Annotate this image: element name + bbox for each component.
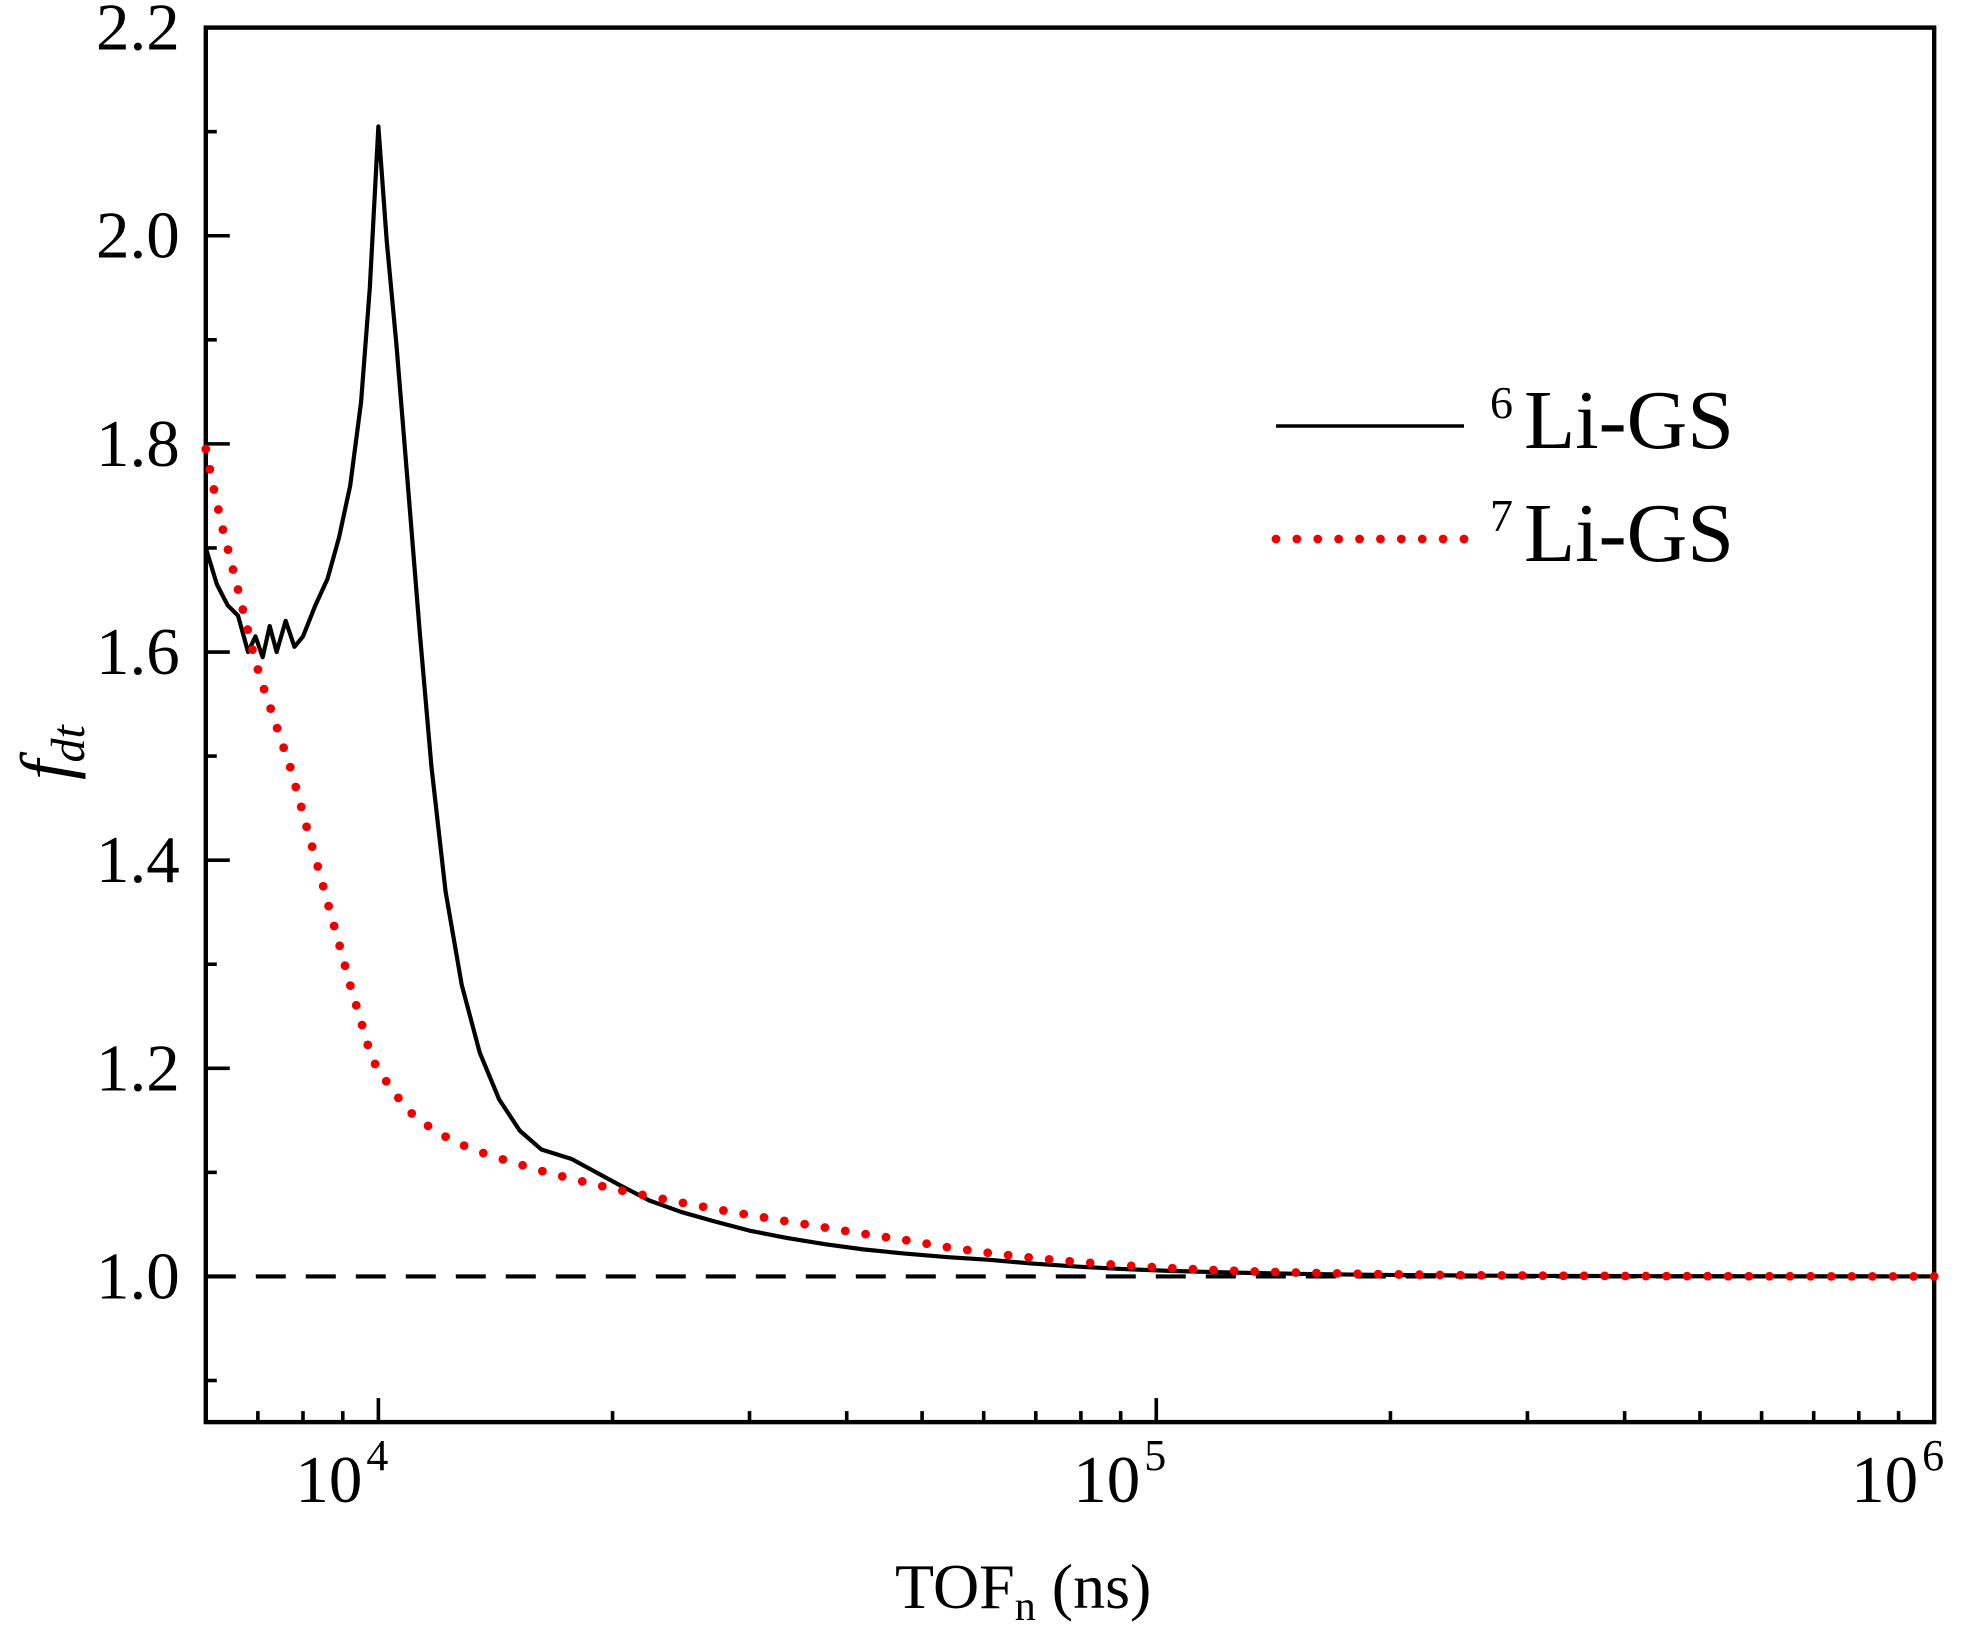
svg-text:2.2: 2.2 [96,0,180,65]
svg-text:10: 10 [295,1443,362,1517]
svg-text:1.0: 1.0 [96,1239,180,1313]
svg-text:1.6: 1.6 [96,615,180,689]
svg-text:10: 10 [1851,1443,1918,1517]
svg-text:4: 4 [366,1431,388,1480]
svg-text:7: 7 [1490,490,1513,541]
svg-text:dt: dt [42,724,95,763]
svg-text:5: 5 [1144,1431,1166,1480]
svg-text:2.0: 2.0 [96,199,180,273]
svg-text:1.4: 1.4 [96,823,180,897]
svg-text:1.8: 1.8 [96,407,180,481]
svg-text:Li-GS: Li-GS [1524,374,1734,467]
svg-text:1.2: 1.2 [96,1031,180,1105]
svg-text:10: 10 [1073,1443,1140,1517]
svg-text:6: 6 [1922,1431,1944,1480]
svg-text:6: 6 [1490,377,1513,428]
svg-text:Li-GS: Li-GS [1524,487,1734,580]
